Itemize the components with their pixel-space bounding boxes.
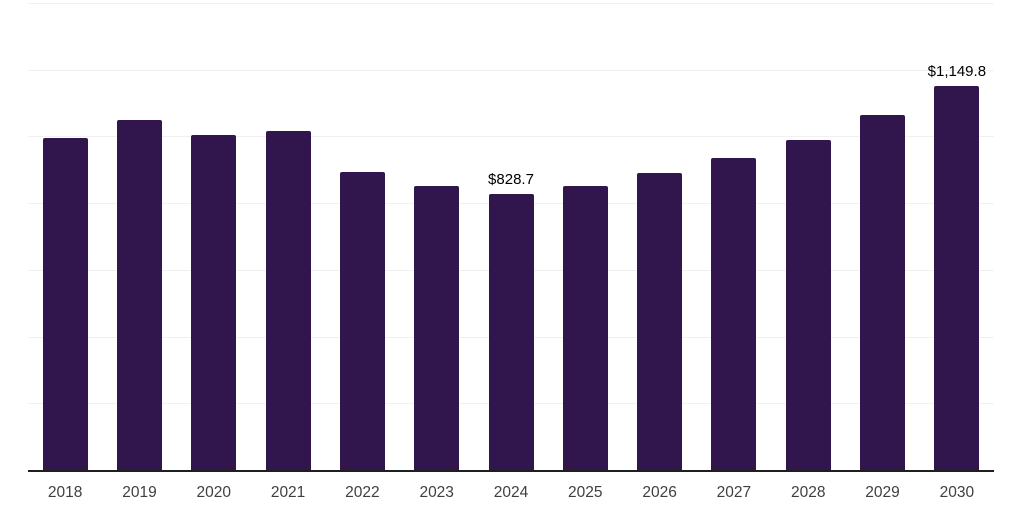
bar-2028 bbox=[785, 139, 831, 470]
bar-2022 bbox=[339, 171, 385, 470]
x-tick-label-2027: 2027 bbox=[716, 484, 752, 501]
plot-area: $828.7 $1,149.8 bbox=[28, 3, 994, 470]
x-tick-label-2022: 2022 bbox=[345, 484, 380, 501]
bar-2029 bbox=[860, 114, 906, 470]
x-tick-label-2028: 2028 bbox=[790, 484, 826, 501]
gridline bbox=[28, 69, 994, 71]
x-tick-label-2029: 2029 bbox=[865, 484, 900, 501]
x-tick-label-2019: 2019 bbox=[122, 484, 157, 501]
bar-2021 bbox=[265, 130, 311, 470]
bar-value-label-2030: $1,149.8 bbox=[927, 63, 987, 81]
bar-2018 bbox=[42, 138, 88, 470]
gridline bbox=[28, 3, 994, 4]
x-tick-label-2025: 2025 bbox=[568, 484, 603, 501]
x-tick-label-2030: 2030 bbox=[939, 484, 975, 501]
x-tick-label-2021: 2021 bbox=[270, 484, 306, 501]
bar-2027 bbox=[711, 158, 757, 470]
x-tick-label-2018: 2018 bbox=[47, 484, 83, 501]
bar-2025 bbox=[562, 185, 608, 470]
x-tick-label-2023: 2023 bbox=[419, 484, 454, 501]
bar-2030 bbox=[934, 86, 980, 470]
bar-2026 bbox=[637, 173, 683, 470]
bar-value-label-2024: $828.7 bbox=[488, 170, 534, 188]
x-tick-label-2026: 2026 bbox=[642, 484, 677, 501]
bar-2023 bbox=[414, 186, 460, 470]
x-tick-label-2024: 2024 bbox=[493, 484, 529, 501]
gridline bbox=[28, 136, 994, 138]
bar-2019 bbox=[116, 120, 162, 470]
bar-2020 bbox=[191, 135, 237, 470]
x-axis-line bbox=[28, 470, 994, 472]
x-tick-label-2020: 2020 bbox=[196, 484, 232, 501]
bar-2024 bbox=[488, 193, 534, 470]
